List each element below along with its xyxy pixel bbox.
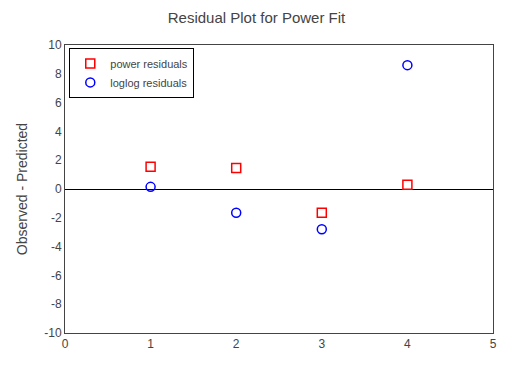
svg-text:loglog residuals: loglog residuals xyxy=(110,77,187,89)
svg-text:3: 3 xyxy=(318,337,325,351)
svg-text:10: 10 xyxy=(48,38,62,52)
svg-text:5: 5 xyxy=(490,337,497,351)
svg-text:0: 0 xyxy=(55,182,62,196)
svg-text:Observed - Predicted: Observed - Predicted xyxy=(14,123,30,255)
svg-text:0: 0 xyxy=(62,337,69,351)
svg-text:6: 6 xyxy=(55,96,62,110)
svg-text:2: 2 xyxy=(233,337,240,351)
svg-text:-8: -8 xyxy=(51,297,62,311)
svg-text:8: 8 xyxy=(55,67,62,81)
svg-text:power residuals: power residuals xyxy=(110,58,188,70)
svg-text:-6: -6 xyxy=(51,269,62,283)
svg-text:4: 4 xyxy=(404,337,411,351)
svg-text:-10: -10 xyxy=(44,326,62,340)
svg-text:-2: -2 xyxy=(51,211,62,225)
svg-text:-4: -4 xyxy=(51,240,62,254)
svg-text:4: 4 xyxy=(55,125,62,139)
svg-text:Residual Plot for Power Fit: Residual Plot for Power Fit xyxy=(168,9,346,26)
svg-text:1: 1 xyxy=(147,337,154,351)
svg-text:2: 2 xyxy=(55,153,62,167)
